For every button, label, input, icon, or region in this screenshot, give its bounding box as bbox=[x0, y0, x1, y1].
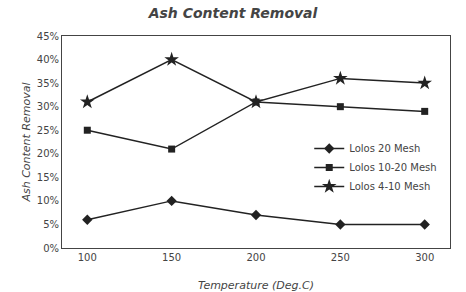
svg-text:Temperature (Deg.C): Temperature (Deg.C) bbox=[198, 279, 314, 292]
svg-text:40%: 40% bbox=[37, 54, 59, 65]
svg-text:Ash Content Removal: Ash Content Removal bbox=[20, 82, 33, 202]
svg-text:Lolos 20 Mesh: Lolos 20 Mesh bbox=[349, 143, 420, 154]
svg-text:25%: 25% bbox=[37, 125, 59, 136]
svg-text:30%: 30% bbox=[37, 101, 59, 112]
svg-text:20%: 20% bbox=[37, 148, 59, 159]
svg-text:0%: 0% bbox=[43, 243, 59, 254]
svg-text:200: 200 bbox=[246, 252, 265, 263]
svg-text:Ash Content Removal: Ash Content Removal bbox=[148, 5, 318, 21]
svg-text:150: 150 bbox=[162, 252, 181, 263]
svg-text:Lolos 4-10 Mesh: Lolos 4-10 Mesh bbox=[349, 181, 430, 192]
svg-text:300: 300 bbox=[415, 252, 434, 263]
svg-text:5%: 5% bbox=[43, 219, 59, 230]
svg-text:35%: 35% bbox=[37, 78, 59, 89]
svg-text:Lolos 10-20 Mesh: Lolos 10-20 Mesh bbox=[349, 162, 436, 173]
svg-text:15%: 15% bbox=[37, 172, 59, 183]
svg-text:10%: 10% bbox=[37, 195, 59, 206]
svg-text:100: 100 bbox=[78, 252, 97, 263]
svg-text:250: 250 bbox=[331, 252, 350, 263]
svg-text:45%: 45% bbox=[37, 31, 59, 42]
